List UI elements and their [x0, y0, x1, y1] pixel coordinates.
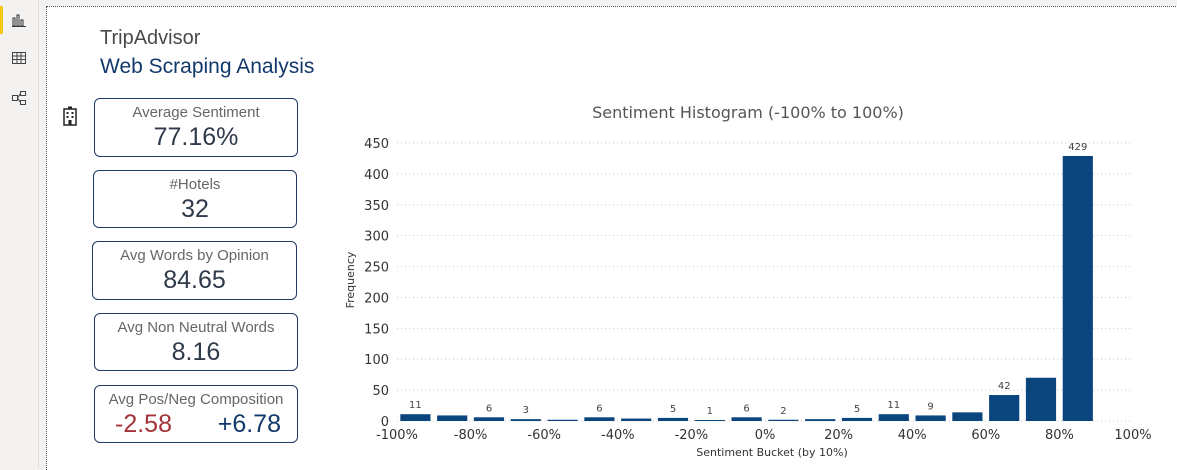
histogram-bar[interactable]	[584, 417, 615, 421]
y-tick-label: 150	[364, 322, 389, 337]
model-icon	[12, 91, 26, 105]
x-tick-label: 0%	[755, 428, 776, 443]
card-label: #Hotels	[169, 176, 221, 193]
histogram-bar[interactable]	[805, 419, 836, 421]
report-subtitle: Web Scraping Analysis	[100, 55, 315, 78]
histogram-bar[interactable]	[1025, 377, 1057, 421]
bar-data-label: 6	[486, 403, 492, 414]
x-tick-label: 20%	[824, 428, 853, 443]
histogram-bar[interactable]	[694, 420, 725, 421]
x-tick-label: -80%	[454, 428, 488, 443]
histogram-bar[interactable]	[731, 417, 762, 421]
card-value: 32	[181, 195, 209, 223]
average-sentiment-card: Average Sentiment 77.16%	[94, 98, 298, 157]
avg-non-neutral-card: Avg Non Neutral Words 8.16	[94, 313, 298, 371]
y-tick-label: 450	[364, 137, 389, 152]
x-tick-label: 60%	[971, 428, 1000, 443]
bar-data-label: 429	[1068, 142, 1087, 153]
hotel-icon	[62, 106, 78, 130]
data-labels: 11 6 3 6 5 1 6 2 5 11 9 42 429	[409, 142, 1087, 417]
bar-data-label: 42	[998, 381, 1011, 392]
bar-data-label: 3	[523, 405, 529, 416]
bar-data-label: 11	[409, 400, 422, 411]
bar-data-label: 5	[854, 404, 860, 415]
histogram-bar[interactable]	[989, 395, 1020, 421]
bar-data-label: 1	[707, 406, 713, 417]
gridlines	[397, 142, 1133, 422]
model-view-button[interactable]	[0, 80, 38, 116]
hotels-count-card: #Hotels 32	[93, 170, 297, 228]
histogram-bar[interactable]	[1062, 155, 1093, 421]
x-tick-label: -60%	[527, 428, 561, 443]
histogram-bar[interactable]	[510, 419, 541, 421]
y-tick-label: 300	[364, 230, 389, 245]
avg-words-card: Avg Words by Opinion 84.65	[92, 241, 297, 300]
x-tick-label: -100%	[376, 428, 418, 443]
y-tick-label: 50	[372, 384, 389, 399]
bar-data-label: 5	[670, 404, 676, 415]
card-label: Avg Pos/Neg Composition	[108, 391, 284, 408]
negative-composition: -2.58	[115, 410, 172, 438]
histogram-bar[interactable]	[915, 415, 946, 421]
y-tick-labels: 0 50 100 150 200 250 300 350 400 450	[364, 137, 389, 430]
card-label: Avg Non Neutral Words	[117, 319, 275, 336]
positive-composition: +6.78	[217, 410, 281, 438]
histogram-bar[interactable]	[841, 417, 873, 421]
y-tick-label: 350	[364, 199, 389, 214]
histogram-bar[interactable]	[878, 414, 909, 421]
histogram-bar[interactable]	[952, 412, 983, 421]
y-axis-label: Frequency	[344, 251, 357, 308]
histogram-bar[interactable]	[400, 414, 431, 421]
x-tick-labels: -100% -80% -60% -40% -20% 0% 20% 40% 60% 80% 100%	[376, 428, 1152, 443]
y-tick-label: 400	[364, 168, 389, 183]
bar-data-label: 11	[887, 400, 900, 411]
bar-data-label: 6	[596, 403, 602, 414]
report-view-button[interactable]	[0, 2, 38, 38]
bars	[400, 155, 1093, 421]
histogram-bar[interactable]	[473, 417, 505, 421]
y-tick-label: 250	[364, 261, 389, 276]
histogram-bar[interactable]	[768, 419, 799, 421]
bar-data-label: 9	[927, 401, 933, 412]
histogram-bar[interactable]	[547, 419, 578, 421]
card-label: Average Sentiment	[132, 104, 260, 121]
view-switcher-rail	[0, 0, 39, 469]
histogram-bar[interactable]	[437, 415, 468, 421]
bar-data-label: 6	[743, 403, 749, 414]
x-axis-label: Sentiment Bucket (by 10%)	[696, 446, 848, 459]
y-tick-label: 0	[381, 415, 389, 430]
y-tick-label: 200	[364, 291, 389, 306]
data-view-button[interactable]	[0, 40, 38, 76]
composition-card: Avg Pos/Neg Composition -2.58 +6.78	[94, 385, 298, 443]
histogram-bar[interactable]	[657, 417, 689, 421]
chart-title: Sentiment Histogram (-100% to 100%)	[592, 103, 904, 122]
histogram-bar[interactable]	[621, 418, 652, 421]
card-value: 84.65	[163, 266, 226, 294]
table-icon	[12, 52, 26, 64]
card-value: 77.16%	[153, 123, 239, 151]
x-tick-label: 100%	[1114, 428, 1151, 443]
y-tick-label: 100	[364, 353, 389, 368]
card-value: 8.16	[171, 338, 221, 366]
x-tick-label: 40%	[898, 428, 927, 443]
x-tick-label: -40%	[601, 428, 635, 443]
sentiment-histogram: 11 6 3 6 5 1 6 2 5 11 9 42 429 0 50 100 150 200 250 300 350…	[344, 103, 1152, 459]
report-title: TripAdvisor	[100, 27, 201, 49]
x-tick-label: 80%	[1045, 428, 1074, 443]
bar-data-label: 2	[780, 406, 786, 417]
card-label: Avg Words by Opinion	[120, 247, 269, 264]
x-tick-label: -20%	[675, 428, 709, 443]
bar-chart-icon	[12, 14, 26, 27]
